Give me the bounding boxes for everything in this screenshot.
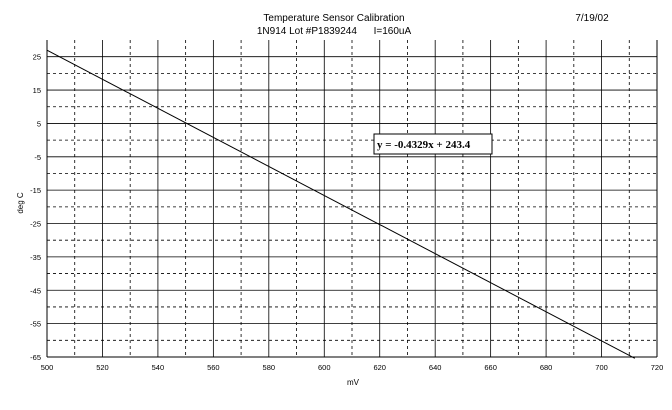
y-tick-label: -25 [30, 220, 41, 229]
y-tick-label: -65 [30, 353, 41, 362]
x-tick-label: 640 [429, 363, 442, 372]
y-tick-label: -45 [30, 286, 41, 295]
x-tick-label: 600 [318, 363, 331, 372]
y-tick-label: 25 [33, 53, 41, 62]
x-tick-label: 680 [540, 363, 553, 372]
chart-subtitle: 1N914 Lot #P1839244 I=160uA [257, 26, 412, 37]
x-tick-label: 540 [152, 363, 165, 372]
y-tick-label: -5 [34, 153, 41, 162]
x-tick-label: 660 [484, 363, 497, 372]
x-axis-label: mV [347, 378, 360, 387]
x-tick-label: 560 [207, 363, 220, 372]
x-tick-label: 580 [263, 363, 276, 372]
tick-labels: 500 520 540 560 580 600 620 640 660 680 700 720 25 15… [30, 53, 663, 372]
x-tick-label: 620 [373, 363, 386, 372]
y-tick-label: 5 [37, 119, 41, 128]
y-tick-label: -15 [30, 186, 41, 195]
grid [47, 40, 657, 357]
trendline-equation: y = -0.4329x + 243.4 [377, 139, 471, 151]
y-tick-label: -35 [30, 253, 41, 262]
chart-title: Temperature Sensor Calibration [263, 13, 404, 24]
series-layer [46, 49, 636, 359]
plot-frame [46, 40, 658, 358]
equation-box: y = -0.4329x + 243.4 [373, 133, 493, 155]
chart-date: 7/19/02 [575, 13, 609, 24]
x-tick-label: 520 [96, 363, 109, 372]
y-axis-label: deg C [16, 192, 25, 214]
series-line-0 [46, 49, 636, 359]
x-tick-label: 500 [41, 363, 54, 372]
equation-box-border [373, 133, 493, 155]
y-tick-label: -55 [30, 320, 41, 329]
x-tick-label: 720 [651, 363, 664, 372]
x-tick-label: 700 [595, 363, 608, 372]
y-tick-label: 15 [33, 86, 41, 95]
